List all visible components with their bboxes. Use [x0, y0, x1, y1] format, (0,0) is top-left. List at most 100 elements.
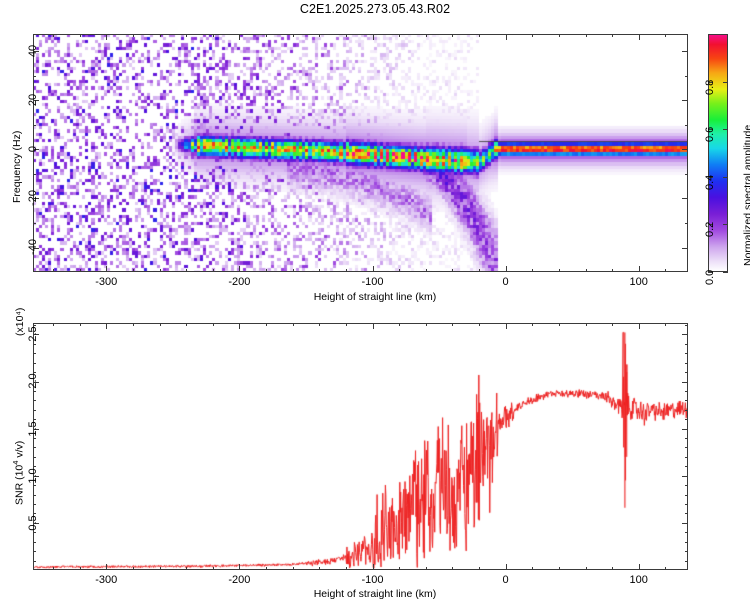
axis-tick — [612, 269, 614, 272]
x-ticklabel: -100 — [361, 574, 384, 586]
axis-tick — [682, 100, 688, 102]
axis-tick — [558, 567, 560, 570]
spectrogram-x-axis-label: Height of straight line (km) — [313, 291, 437, 303]
x-ticklabel: 100 — [629, 574, 648, 586]
x-ticklabel: -200 — [228, 574, 251, 586]
axis-tick — [212, 567, 214, 570]
colorbar-tick — [708, 272, 713, 273]
snr-trace — [33, 323, 688, 570]
axis-tick — [558, 34, 560, 37]
axis-tick — [292, 269, 294, 272]
axis-tick — [612, 323, 614, 326]
axis-tick — [685, 419, 688, 421]
axis-tick — [33, 438, 36, 439]
axis-tick — [685, 447, 688, 449]
axis-tick — [53, 567, 54, 570]
axis-tick — [33, 353, 36, 355]
axis-tick — [638, 34, 640, 40]
colorbar-tick — [723, 176, 728, 178]
y-ticklabel: 2.5 — [27, 326, 39, 342]
y-ticklabel: 2.0 — [27, 373, 39, 390]
spectrogram-panel — [33, 34, 688, 272]
axis-tick — [685, 532, 688, 534]
figure-title: C2E1.2025.273.05.43.R02 — [299, 2, 451, 16]
axis-tick — [33, 324, 36, 326]
axis-tick — [685, 485, 688, 487]
axis-tick — [132, 567, 134, 570]
axis-tick — [399, 323, 401, 326]
axis-tick — [532, 567, 534, 570]
x-ticklabel: -200 — [228, 276, 251, 288]
axis-tick — [585, 323, 587, 326]
axis-tick — [682, 51, 688, 53]
axis-tick — [106, 323, 108, 329]
axis-tick — [319, 34, 321, 37]
axis-tick — [345, 34, 347, 37]
axis-tick — [479, 34, 480, 37]
axis-tick — [159, 323, 161, 326]
axis-tick — [33, 334, 39, 336]
colorbar-gradient — [708, 34, 728, 272]
colorbar — [708, 34, 728, 273]
axis-tick — [665, 567, 667, 570]
y-ticklabel: -40 — [27, 239, 39, 256]
axis-tick — [33, 560, 36, 562]
axis-tick — [266, 269, 267, 272]
axis-tick — [345, 269, 347, 272]
axis-tick — [33, 362, 36, 364]
axis-tick — [685, 438, 688, 439]
axis-tick — [479, 567, 480, 570]
axis-tick — [33, 551, 36, 553]
axis-tick — [585, 34, 587, 37]
axis-tick — [585, 567, 587, 570]
axis-tick — [33, 541, 36, 543]
axis-tick — [33, 198, 39, 200]
axis-tick — [685, 353, 688, 355]
axis-tick — [106, 266, 108, 272]
axis-tick — [239, 323, 241, 329]
axis-tick — [479, 269, 480, 272]
snr-panel — [33, 323, 688, 570]
snr-y-axis-label: SNR (104 v/v) — [11, 440, 26, 505]
colorbar-tick — [708, 176, 713, 178]
colorbar-tick — [723, 129, 728, 131]
axis-tick — [292, 323, 294, 326]
axis-tick — [33, 372, 36, 373]
axis-tick — [292, 567, 294, 570]
axis-tick — [266, 323, 267, 326]
axis-tick — [292, 34, 294, 37]
y-ticklabel: 1.0 — [27, 468, 39, 484]
axis-tick — [33, 532, 36, 534]
colorbar-title: Normalized spectral amplitude — [742, 124, 750, 266]
x-ticklabel: 0 — [502, 276, 509, 288]
colorbar-tick — [723, 272, 728, 273]
axis-tick — [186, 34, 188, 37]
axis-tick — [685, 551, 688, 553]
axis-tick — [186, 269, 188, 272]
axis-tick — [612, 567, 614, 570]
axis-tick — [638, 564, 640, 570]
axis-tick — [685, 362, 688, 364]
axis-tick — [33, 485, 36, 487]
axis-tick — [106, 564, 108, 570]
colorbar-tick — [708, 224, 713, 226]
axis-tick — [186, 567, 188, 570]
axis-tick — [452, 34, 454, 37]
axis-tick — [79, 34, 81, 37]
y-ticklabel: 1.5 — [27, 420, 39, 437]
colorbar-tick — [708, 81, 713, 83]
axis-tick — [685, 541, 688, 543]
axis-tick — [399, 269, 401, 272]
axis-tick — [612, 34, 614, 37]
axis-tick — [53, 34, 54, 37]
axis-tick — [425, 269, 427, 272]
axis-tick — [33, 419, 36, 421]
axis-tick — [372, 564, 374, 570]
axis-tick — [33, 475, 39, 477]
axis-tick — [682, 381, 688, 383]
axis-tick — [345, 567, 347, 570]
axis-tick — [33, 222, 36, 224]
colorbar-ticklabel: 0.8 — [704, 79, 716, 95]
colorbar-ticklabel: 0.4 — [704, 174, 716, 190]
axis-tick — [685, 124, 688, 126]
